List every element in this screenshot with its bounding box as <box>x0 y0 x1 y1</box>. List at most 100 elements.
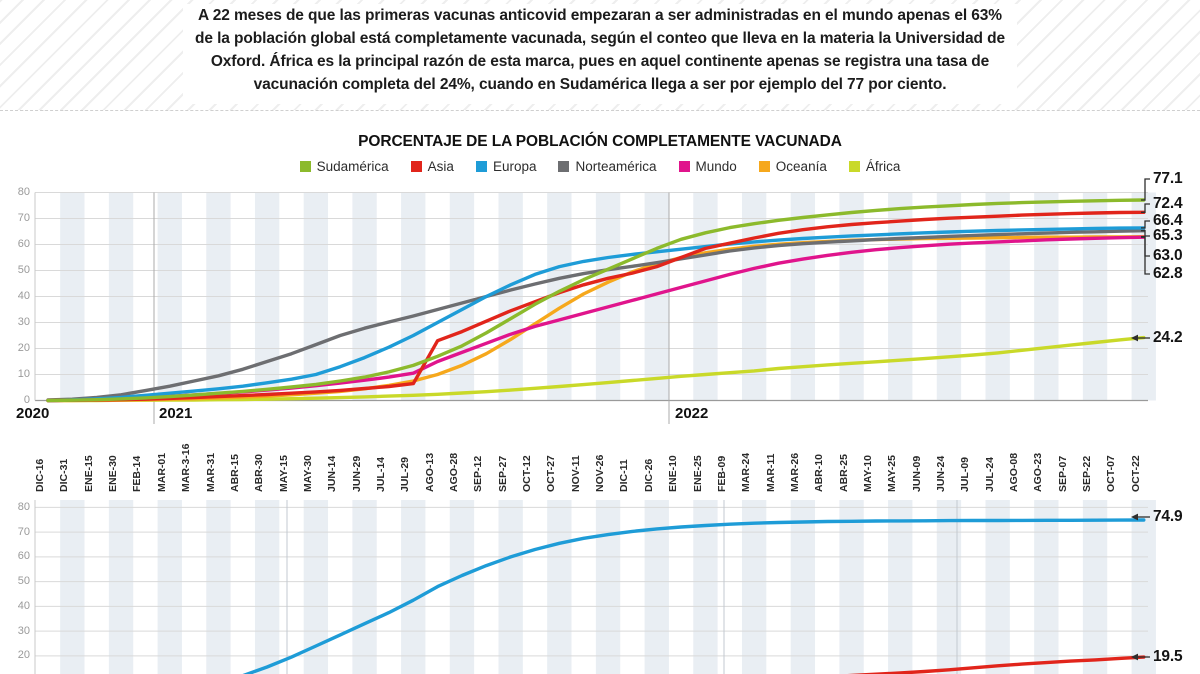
plot-stripe <box>352 500 377 674</box>
x-tick-label: AGO-08 <box>1008 452 1020 492</box>
y-tick-label: 30 <box>17 624 30 637</box>
legend-item-asia: Asia <box>410 159 454 174</box>
legend-swatch-icon <box>558 161 570 172</box>
intro-line: de la población global está completament… <box>195 30 1005 47</box>
x-tick-label: SEP-07 <box>1056 455 1069 492</box>
chart-legend: Sudamérica Asia Europa Norteamérica Mundo Oce… <box>0 159 1200 174</box>
x-tick-label: JUN-29 <box>350 455 363 492</box>
end-value-label: 24.2 <box>1153 329 1183 346</box>
end-value-label: 74.9 <box>1153 508 1183 525</box>
series-line-Norteamérica <box>46 228 1146 402</box>
header-band: A 22 meses de que las primeras vacunas a… <box>0 0 1200 111</box>
x-tick-label: OCT-27 <box>545 455 558 492</box>
x-tick-label: JUN-09 <box>910 455 923 492</box>
x-tick-label: ABR-30 <box>253 454 266 492</box>
legend-label: Sudamérica <box>316 159 389 174</box>
y-tick-label: 70 <box>17 525 30 538</box>
callout-arrow <box>1131 653 1138 661</box>
legend-item-mundo: Mundo <box>678 159 737 174</box>
plot-stripe <box>1131 500 1156 674</box>
legend-swatch-icon <box>678 161 690 172</box>
callout-connector <box>1141 230 1150 237</box>
x-tick-label: ENE-25 <box>691 455 704 492</box>
x-tick-label: ABR-15 <box>228 454 241 492</box>
legend-item-oceania: Oceanía <box>758 159 827 174</box>
callout-connector <box>1141 178 1150 201</box>
series-line-Europa <box>46 226 1146 403</box>
x-tick-label: MAR-24 <box>740 452 753 492</box>
callout-connector <box>1141 236 1150 257</box>
callout-arrow <box>1131 513 1138 521</box>
callout-arrow <box>1131 334 1138 342</box>
x-tick-label: MAR-31 <box>204 452 217 492</box>
x-tick-label: ABR-25 <box>837 454 850 492</box>
legend-item-europa: Europa <box>475 159 536 174</box>
plot-stripe <box>60 500 85 674</box>
x-tick-label: JUL-09 <box>959 456 972 492</box>
legend-label: Norteamérica <box>575 159 657 174</box>
end-value-label: 63.0 <box>1153 247 1183 264</box>
legend-label: Asia <box>427 159 454 174</box>
y-tick-label: 0 <box>23 394 30 406</box>
x-tick-label: OCT-07 <box>1105 455 1118 492</box>
plot-stripe <box>595 500 621 674</box>
legend-item-sudamerica: Sudamérica <box>299 159 389 174</box>
y-tick-label: 80 <box>17 500 30 513</box>
end-value-label: 66.4 <box>1153 212 1183 229</box>
end-value-label: 19.5 <box>1153 648 1183 665</box>
plot-stripe <box>206 500 231 674</box>
plot-stripe <box>303 500 329 674</box>
end-value-label: 72.4 <box>1153 195 1183 212</box>
legend-swatch-icon <box>410 161 422 172</box>
legend-swatch-icon <box>475 161 487 172</box>
plot-stripe <box>254 500 280 674</box>
plot-stripe <box>449 500 475 674</box>
legend-item-norteamerica: Norteamérica <box>558 159 657 174</box>
legend-swatch-icon <box>758 161 770 172</box>
x-tick-label: MAR-11 <box>764 453 777 492</box>
x-tick-label: MAR-3-16 <box>180 443 193 492</box>
plot-stripe <box>790 500 816 674</box>
y-tick-label: 40 <box>17 290 30 302</box>
x-tick-label: ENE-15 <box>82 455 95 492</box>
x-tick-label: JUN-24 <box>935 455 947 492</box>
y-tick-label: 10 <box>17 368 30 380</box>
end-value-label: 77.1 <box>1153 170 1183 187</box>
y-tick-label: 60 <box>17 238 30 250</box>
series-line-Sudamérica <box>46 198 1146 403</box>
legend-swatch-icon <box>848 161 860 172</box>
series-line-Asia <box>46 210 1146 403</box>
x-tick-label: DIC-11 <box>618 459 631 492</box>
x-tick-label: AGO-23 <box>1032 452 1045 492</box>
x-tick-label: MAY-10 <box>861 455 874 492</box>
chart-title: PORCENTAJE DE LA POBLACIÓN COMPLETAMENTE… <box>358 133 842 150</box>
x-tick-label: ABR-10 <box>813 454 826 492</box>
x-tick-label: SEP-12 <box>472 455 485 492</box>
callout-connector <box>1141 203 1150 213</box>
x-tick-label: MAR-26 <box>788 452 801 492</box>
y-tick-label: 60 <box>17 550 30 563</box>
plot-stripe <box>401 500 426 674</box>
plot-stripe <box>1082 500 1108 674</box>
intro-line: vacunación completa del 24%, cuando en S… <box>253 76 947 93</box>
legend-label: África <box>865 159 901 174</box>
legend-swatch-icon <box>299 161 311 172</box>
x-tick-label: MAR-01 <box>155 452 168 492</box>
legend-item-africa: África <box>848 159 901 174</box>
plot-stripe <box>839 500 864 674</box>
x-tick-label: SEP-22 <box>1081 455 1093 492</box>
x-tick-label: AGO-28 <box>448 452 460 492</box>
x-tick-label: SEP-27 <box>496 455 509 492</box>
plot-stripe <box>157 500 182 674</box>
end-value-label: 65.3 <box>1153 227 1183 244</box>
y-tick-label: 70 <box>17 212 30 224</box>
x-tick-label: ENE-10 <box>667 455 680 492</box>
x-tick-label: AGO-13 <box>423 452 436 492</box>
x-tick-label: MAY-30 <box>301 455 314 492</box>
legend-label: Oceanía <box>775 159 827 174</box>
plot-stripe <box>1034 500 1059 674</box>
x-tick-label: JUN-14 <box>326 455 339 492</box>
plot-stripe <box>547 500 572 674</box>
